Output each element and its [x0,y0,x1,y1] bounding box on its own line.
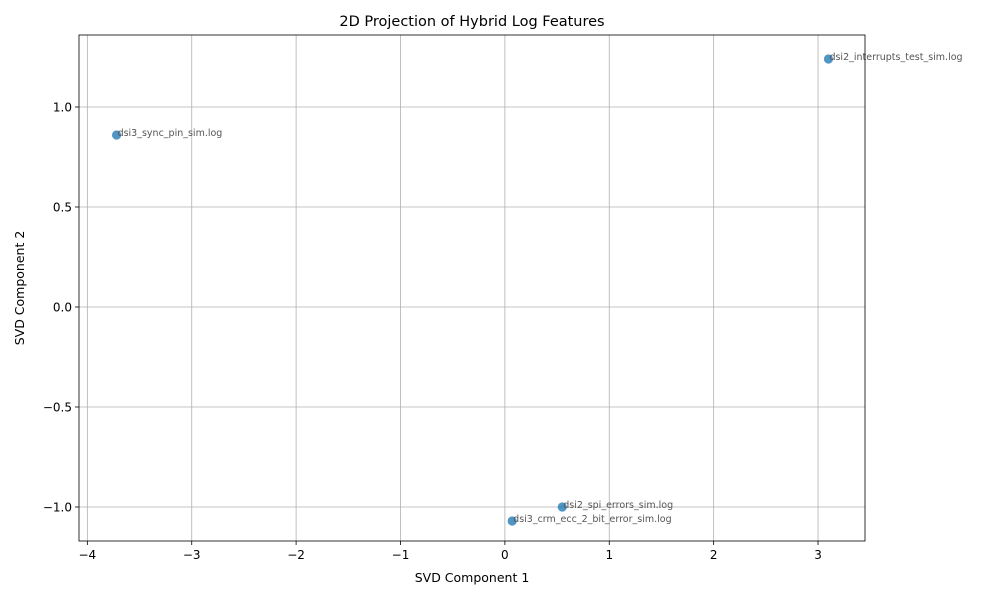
data-point [823,54,834,64]
y-tick-label: 0.0 [53,301,72,315]
point-label: dsi2_spi_errors_sim.log [563,500,673,511]
data-point [507,516,517,526]
x-tick-label: 2 [710,548,718,562]
grid [79,35,865,541]
x-tick-label: 3 [814,548,822,562]
chart-title: 2D Projection of Hybrid Log Features [339,14,604,30]
x-tick-label: −3 [183,548,201,562]
x-axis-ticks: −4 −3 −2 −1 0 1 2 3 [78,541,822,562]
x-tick-label: −4 [78,548,96,562]
point-label: dsi2_interrupts_test_sim.log [829,52,962,63]
x-tick-label: −1 [392,548,410,562]
x-tick-label: −2 [287,548,305,562]
data-point [557,502,567,512]
y-axis-ticks: −1.0 −0.5 0.0 0.5 1.0 [43,101,79,515]
plot-area-frame [78,34,866,542]
x-tick-label: 0 [501,548,509,562]
point-label: dsi3_sync_pin_sim.log [118,128,223,139]
point-labels: dsi3_sync_pin_sim.log dsi2_interrupts_tes… [118,52,963,525]
y-tick-label: 1.0 [53,101,72,115]
data-points [111,54,834,526]
point-label: dsi3_crm_ecc_2_bit_error_sim.log [513,514,671,525]
data-point [111,130,122,140]
y-tick-label: −1.0 [43,501,72,515]
x-tick-label: 1 [605,548,613,562]
y-axis-label: SVD Component 2 [12,231,27,346]
y-tick-label: 0.5 [53,201,72,215]
y-tick-label: −0.5 [43,401,72,415]
x-axis-label: SVD Component 1 [415,570,530,585]
